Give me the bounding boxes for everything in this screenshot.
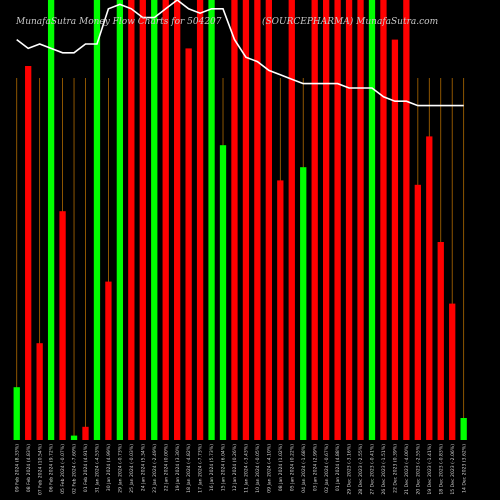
x-tick-label: 18 Dec 2023 (-0.83%) (438, 444, 444, 495)
x-tick-label: 17 Jan 2024 (-7.73%) (198, 444, 204, 493)
money-flow-bar (82, 426, 89, 440)
money-flow-bar (105, 281, 112, 440)
x-tick-label: 23 Jan 2024 (-2.49%) (152, 444, 158, 493)
money-flow-bar (174, 0, 181, 440)
x-tick-label: 02 Jan 2024 (-0.67%) (324, 444, 330, 493)
money-flow-bar (460, 418, 467, 440)
x-tick-label: 08 Jan 2024 (1.02%) (278, 444, 284, 491)
x-tick-label: 29 Jan 2024 (-0.73%) (118, 444, 124, 493)
x-axis-tick-labels: 09 Feb 2024 (8.33%) 08 Feb 2024 (4.83%) 07… (14, 444, 467, 495)
money-flow-bar (357, 0, 364, 440)
money-flow-bar (437, 242, 444, 440)
x-tick-label: 21 Dec 2023 (-4.00%) (404, 444, 410, 495)
x-tick-label: 20 Dec 2023 (-2.55%) (415, 444, 421, 495)
x-tick-label: 31 Jan 2024 (-4.53%) (95, 444, 101, 493)
money-flow-bar (36, 343, 43, 440)
x-tick-label: 24 Jan 2024 (5.34%) (140, 444, 146, 491)
money-flow-bar (219, 145, 227, 440)
chart-title-left: MunafaSutra Money Flow Charts for 504207 (15, 17, 222, 27)
money-flow-bar (288, 0, 295, 440)
money-flow-bar (208, 0, 215, 440)
x-tick-label: 22 Jan 2024 (0.00%) (163, 444, 169, 491)
x-tick-label: 11 Jan 2024 (-3.43%) (244, 444, 250, 493)
x-tick-label: 18 Jan 2024 (-4.82%) (186, 444, 192, 493)
money-flow-bar (277, 180, 284, 440)
money-flow-bar (70, 435, 78, 440)
money-flow-bar (300, 167, 307, 440)
money-flow-bar (25, 66, 32, 440)
x-tick-label: 10 Jan 2024 (-0.05%) (255, 444, 261, 493)
x-tick-label: 30 Jan 2024 (4.99%) (106, 444, 112, 491)
x-tick-label: 14 Dec 2023 (3.62%) (461, 444, 467, 493)
x-tick-label: 06 Feb 2024 (9.72%) (49, 444, 55, 492)
money-flow-bar (242, 0, 250, 440)
money-flow-bar (380, 0, 387, 440)
money-flow-bar (449, 303, 456, 440)
x-tick-label: 15 Jan 2024 (6.04%) (221, 444, 227, 491)
money-flow-bar (93, 0, 101, 440)
price-line (16, 0, 464, 107)
money-flow-bar (345, 0, 353, 440)
money-flow-bar (391, 39, 399, 440)
money-flow-bar (185, 48, 192, 441)
money-flow-bar (403, 0, 410, 440)
x-tick-label: 19 Jan 2024 (3.30%) (175, 444, 181, 491)
money-flow-bar (265, 0, 272, 440)
money-flow-bar (13, 387, 20, 440)
x-tick-label: 22 Dec 2023 (0.39%) (393, 444, 399, 493)
money-flow-bar (59, 211, 66, 440)
x-tick-label: 12 Jan 2024 (0.26%) (232, 444, 238, 491)
x-tick-label: 09 Feb 2024 (8.33%) (14, 444, 20, 492)
money-flow-bar (231, 0, 238, 440)
money-flow-bar (311, 0, 318, 440)
x-tick-label: 03 Jan 2024 (2.99%) (312, 444, 318, 491)
x-tick-label: 28 Dec 2023 (-2.55%) (358, 444, 364, 495)
x-tick-label: 15 Dec 2023 (-2.06%) (450, 444, 456, 495)
money-flow-bars (13, 0, 467, 441)
x-tick-label: 01 Jan 2024 (4.88%) (335, 444, 341, 491)
x-tick-label: 05 Feb 2024 (-0.07%) (60, 444, 66, 494)
money-flow-bar (139, 0, 146, 440)
x-tick-label: 02 Feb 2024 (-7.60%) (72, 444, 78, 494)
money-flow-bar (323, 0, 330, 440)
x-tick-label: 16 Jan 2024 (5.73%) (209, 444, 215, 491)
x-tick-label: 27 Dec 2023 (-0.41%) (370, 444, 376, 495)
money-flow-bar (162, 0, 169, 440)
x-tick-label: 25 Jan 2024 (-0.03%) (129, 444, 135, 493)
money-flow-bar (47, 0, 55, 440)
money-flow-bar (334, 0, 341, 440)
x-tick-label: 29 Dec 2023 (-3.16%) (347, 444, 353, 495)
money-flow-bar (426, 136, 433, 440)
money-flow-bar (414, 184, 421, 440)
x-tick-label: 01 Feb 2024 (4.91%) (83, 444, 89, 492)
money-flow-bar (128, 0, 135, 440)
money-flow-bar (196, 0, 204, 440)
money-flow-bar (151, 0, 158, 440)
x-tick-label: 07 Feb 2024 (10.54%) (37, 444, 43, 495)
x-tick-label: 08 Feb 2024 (4.83%) (26, 444, 32, 492)
money-flow-bar (116, 0, 124, 440)
chart-title-right: (SOURCEPHARMA) MunafaSutra.com (262, 16, 438, 27)
x-tick-label: 05 Jan 2024 (0.22%) (289, 444, 295, 491)
x-tick-label: 04 Jan 2024 (-1.68%) (301, 444, 307, 493)
x-tick-label: 09 Jan 2024 (-4.10%) (267, 444, 273, 493)
x-tick-label: 26 Dec 2023 (-1.51%) (381, 444, 387, 495)
x-tick-label: 19 Dec 2023 (-1.41%) (427, 444, 433, 495)
money-flow-bar (254, 0, 261, 440)
money-flow-bar (368, 0, 376, 440)
